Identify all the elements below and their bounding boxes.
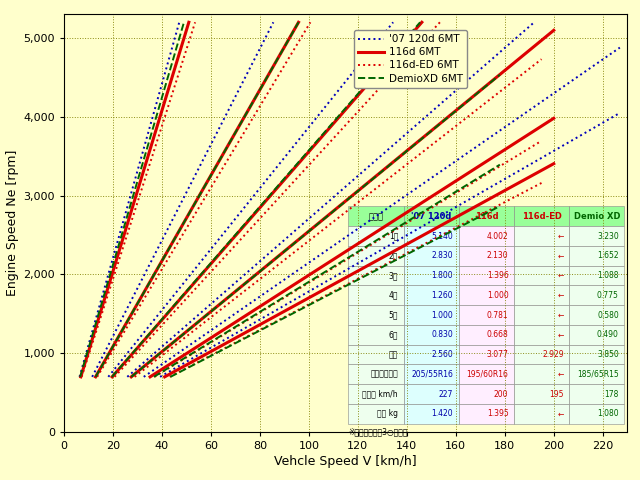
Legend: '07 120d 6MT, 116d 6MT, 116d-ED 6MT, DemioXD 6MT: '07 120d 6MT, 116d 6MT, 116d-ED 6MT, Dem… (354, 30, 467, 88)
X-axis label: Vehcle Speed V [km/h]: Vehcle Speed V [km/h] (275, 455, 417, 468)
Y-axis label: Engine Speed Ne [rpm]: Engine Speed Ne [rpm] (6, 150, 19, 296)
Text: ※タイヤ抵抗は3○と仮定: ※タイヤ抵抗は3○と仮定 (348, 428, 408, 437)
